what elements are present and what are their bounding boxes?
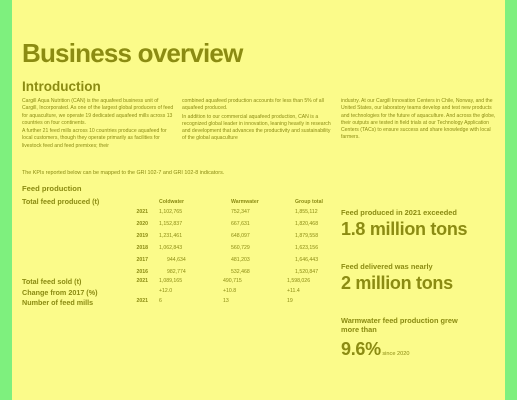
- table-row: 2021 6 13 19: [108, 296, 337, 306]
- total-cell: 1,598,026: [287, 277, 311, 284]
- year-cell: [108, 286, 148, 296]
- coldwater-cell: 1,062,843: [159, 245, 183, 251]
- kpi-suffix: since 2020: [380, 351, 410, 357]
- coldwater-cell: 1,231,461: [159, 233, 183, 239]
- total-cell: 1,623,156: [295, 245, 319, 251]
- total-feed-sold-label: Total feed sold (t): [22, 277, 82, 286]
- kpi-note: The KPIs reported below can be mapped to…: [22, 170, 225, 176]
- year-cell: 2021: [136, 298, 148, 304]
- intro-column-3: industry. At our Cargill Innovation Cent…: [341, 98, 499, 143]
- year-cell: 2016: [136, 269, 148, 275]
- table-row: 2021 1,102,765 752,347 1,855,112: [108, 206, 345, 218]
- total-cell: 1,820,468: [295, 221, 319, 227]
- feed-production-heading: Feed production: [22, 184, 82, 193]
- coldwater-cell: +12.0: [159, 288, 173, 294]
- kpi-label: Warmwater feed production grew more than: [341, 316, 458, 334]
- warmwater-cell: +10.8: [223, 288, 237, 294]
- year-cell: 2019: [136, 233, 148, 239]
- col-header-group-total: Group total: [295, 198, 323, 205]
- kpi-value: 2 million tons: [341, 273, 501, 294]
- total-cell: 19: [287, 298, 293, 304]
- kpi-value-text: 9.6%: [341, 339, 381, 359]
- table-row: 2018 1,062,843 560,729 1,623,156: [108, 242, 345, 254]
- warmwater-cell: 481,203: [231, 257, 250, 263]
- feed-summary-table: 2021 1,089,165 490,715 1,598,026 +12.0 +…: [108, 275, 337, 306]
- intro-paragraph: industry. At our Cargill Innovation Cent…: [341, 98, 496, 141]
- year-cell: 2021: [136, 209, 148, 215]
- warmwater-cell: 13: [223, 298, 229, 304]
- table-row: 2020 1,152,837 667,631 1,820,468: [108, 218, 345, 230]
- kpi-value-text: 2 million tons: [341, 273, 453, 293]
- kpi-warmwater-growth: Warmwater feed production grew more than…: [341, 316, 461, 360]
- coldwater-cell: 6: [159, 298, 162, 304]
- coldwater-cell: 1,102,765: [159, 209, 183, 215]
- intro-column-2: combined aquafeed production accounts fo…: [182, 98, 334, 144]
- warmwater-cell: 667,631: [231, 221, 250, 227]
- intro-paragraph: combined aquafeed production accounts fo…: [182, 98, 324, 112]
- kpi-value: 1.8 million tons: [341, 219, 501, 240]
- kpi-feed-delivered: Feed delivered was nearly 2 million tons: [341, 262, 501, 294]
- total-feed-produced-label: Total feed produced (t): [22, 197, 100, 206]
- coldwater-cell: 944,634: [167, 257, 186, 263]
- total-cell: 1,646,443: [295, 257, 319, 263]
- section-heading-introduction: Introduction: [22, 79, 101, 94]
- warmwater-cell: 532,468: [231, 269, 250, 275]
- kpi-value: 9.6% since 2020: [341, 339, 461, 360]
- kpi-value-text: 1.8 million tons: [341, 219, 468, 239]
- report-page: Business overview Introduction Cargill A…: [12, 0, 505, 400]
- col-header-coldwater: Coldwater: [159, 198, 185, 205]
- year-cell: 2021: [136, 277, 148, 284]
- kpi-feed-produced: Feed produced in 2021 exceeded 1.8 milli…: [341, 208, 501, 240]
- total-cell: 1,855,112: [295, 209, 318, 215]
- kpi-label: Feed delivered was nearly: [341, 262, 433, 271]
- number-of-feed-mills-label: Number of feed mills: [22, 298, 94, 307]
- page-title: Business overview: [22, 38, 243, 68]
- warmwater-cell: 648,097: [231, 233, 250, 239]
- intro-paragraph: Cargill Aqua Nutrition (CAN) is the aqua…: [22, 98, 174, 126]
- warmwater-cell: 560,729: [231, 245, 250, 251]
- table-row: 2019 1,231,461 648,097 1,879,558: [108, 230, 345, 242]
- table-row: 2016 982,774 532,468 1,520,847: [108, 266, 345, 278]
- total-cell: +11.4: [287, 288, 300, 294]
- year-cell: 2020: [136, 221, 148, 227]
- intro-paragraph: In addition to our commercial aquafeed p…: [182, 113, 331, 142]
- coldwater-cell: 1,089,165: [159, 277, 183, 284]
- table-row: 2021 1,089,165 490,715 1,598,026: [108, 275, 337, 286]
- year-cell: 2018: [136, 245, 148, 251]
- intro-paragraph: A further 21 feed mills across 10 countr…: [22, 128, 167, 149]
- coldwater-cell: 1,152,837: [159, 221, 183, 227]
- change-from-2017-label: Change from 2017 (%): [22, 288, 98, 297]
- total-cell: 1,879,558: [295, 233, 319, 239]
- table-header-row: Coldwater Warmwater Group total: [108, 197, 345, 206]
- kpi-label: Feed produced in 2021 exceeded: [341, 208, 457, 217]
- total-cell: 1,520,847: [295, 269, 319, 275]
- intro-column-1: Cargill Aqua Nutrition (CAN) is the aqua…: [22, 98, 174, 151]
- col-header-warmwater: Warmwater: [231, 198, 259, 205]
- warmwater-cell: 490,715: [223, 277, 242, 284]
- table-row: 2017 944,634 481,203 1,646,443: [108, 254, 345, 266]
- coldwater-cell: 982,774: [167, 269, 186, 275]
- feed-production-table: Coldwater Warmwater Group total 2021 1,1…: [108, 197, 345, 278]
- year-cell: 2017: [136, 257, 148, 263]
- warmwater-cell: 752,347: [231, 209, 250, 215]
- table-row: +12.0 +10.8 +11.4: [108, 286, 337, 296]
